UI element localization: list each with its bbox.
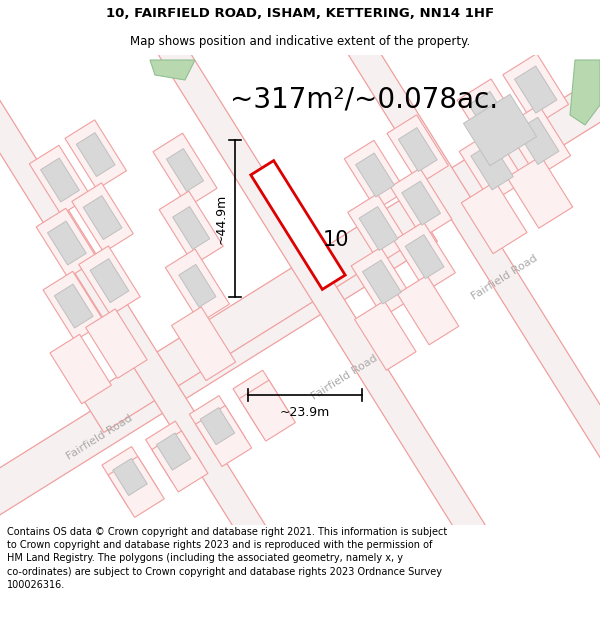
Text: Fairfield Road: Fairfield Road	[310, 352, 380, 401]
Polygon shape	[36, 208, 98, 278]
Polygon shape	[0, 0, 277, 559]
Polygon shape	[152, 431, 208, 492]
Polygon shape	[344, 140, 406, 210]
Polygon shape	[76, 132, 115, 176]
Polygon shape	[471, 142, 513, 190]
Polygon shape	[190, 396, 245, 457]
Polygon shape	[196, 406, 252, 466]
Polygon shape	[55, 284, 93, 328]
Polygon shape	[41, 158, 79, 202]
Polygon shape	[461, 182, 527, 254]
Polygon shape	[113, 459, 147, 496]
Polygon shape	[79, 246, 140, 316]
Text: Map shows position and indicative extent of the property.: Map shows position and indicative extent…	[130, 35, 470, 48]
Polygon shape	[463, 94, 536, 166]
Polygon shape	[159, 191, 223, 265]
Polygon shape	[570, 60, 600, 125]
Polygon shape	[72, 183, 133, 253]
Polygon shape	[47, 221, 86, 265]
Polygon shape	[172, 307, 236, 381]
Polygon shape	[517, 118, 559, 164]
Text: 10: 10	[323, 230, 349, 250]
Polygon shape	[402, 181, 440, 225]
Text: 10, FAIRFIELD ROAD, ISHAM, KETTERING, NN14 1HF: 10, FAIRFIELD ROAD, ISHAM, KETTERING, NN…	[106, 8, 494, 20]
Text: Fairfield Road: Fairfield Road	[65, 412, 135, 461]
Polygon shape	[469, 91, 511, 139]
Polygon shape	[0, 208, 437, 612]
Text: ~23.9m: ~23.9m	[280, 406, 330, 419]
Polygon shape	[103, 0, 497, 559]
Polygon shape	[507, 156, 572, 228]
Polygon shape	[200, 408, 235, 444]
Polygon shape	[166, 149, 203, 191]
Polygon shape	[251, 161, 345, 289]
Polygon shape	[90, 259, 129, 302]
Polygon shape	[397, 276, 459, 345]
Polygon shape	[362, 260, 401, 304]
Polygon shape	[150, 60, 195, 80]
Polygon shape	[102, 446, 158, 508]
Polygon shape	[505, 105, 571, 177]
Polygon shape	[503, 54, 569, 126]
Polygon shape	[166, 249, 229, 322]
Polygon shape	[356, 153, 394, 197]
Polygon shape	[459, 130, 525, 202]
Polygon shape	[50, 334, 112, 404]
Polygon shape	[391, 168, 452, 238]
Polygon shape	[348, 194, 409, 263]
Polygon shape	[153, 133, 217, 207]
Polygon shape	[86, 309, 147, 378]
Polygon shape	[387, 115, 448, 184]
Polygon shape	[394, 222, 455, 291]
Polygon shape	[359, 207, 398, 251]
Text: ~317m²/~0.078ac.: ~317m²/~0.078ac.	[230, 86, 498, 114]
Text: ~44.9m: ~44.9m	[215, 193, 227, 244]
Polygon shape	[83, 196, 122, 239]
Polygon shape	[173, 206, 210, 249]
Polygon shape	[355, 301, 416, 370]
Polygon shape	[351, 248, 413, 317]
Polygon shape	[457, 79, 523, 151]
Polygon shape	[65, 120, 127, 189]
Polygon shape	[293, 0, 600, 559]
Text: Fairfield Road: Fairfield Road	[470, 253, 540, 301]
Polygon shape	[398, 127, 437, 171]
Polygon shape	[233, 370, 289, 431]
Polygon shape	[405, 234, 444, 279]
Polygon shape	[239, 380, 295, 441]
Polygon shape	[108, 456, 164, 518]
Polygon shape	[157, 433, 191, 470]
Polygon shape	[146, 421, 202, 482]
Polygon shape	[43, 271, 104, 341]
Polygon shape	[179, 264, 216, 308]
Polygon shape	[83, 28, 600, 432]
Polygon shape	[29, 145, 91, 215]
Text: Contains OS data © Crown copyright and database right 2021. This information is : Contains OS data © Crown copyright and d…	[7, 527, 448, 590]
Polygon shape	[515, 66, 557, 113]
